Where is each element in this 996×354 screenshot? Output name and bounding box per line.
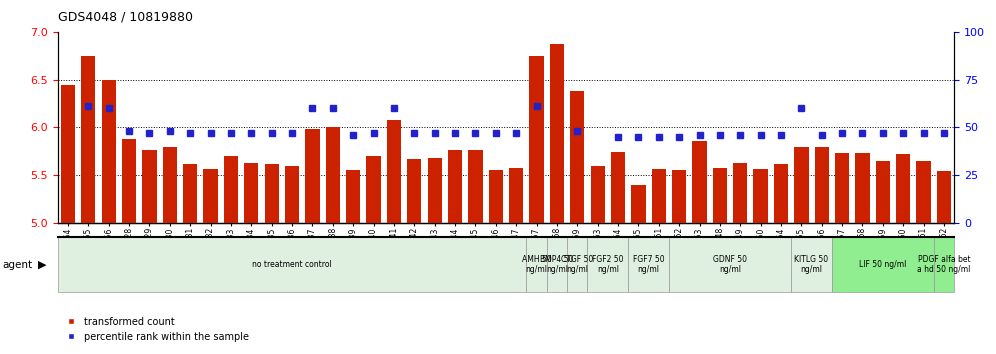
Bar xyxy=(526,237,547,292)
Bar xyxy=(754,170,768,223)
Bar xyxy=(509,167,523,223)
Bar xyxy=(856,153,870,223)
Bar xyxy=(896,154,910,223)
Bar xyxy=(102,80,116,223)
Text: CTGF 50
ng/ml: CTGF 50 ng/ml xyxy=(561,255,594,274)
Bar xyxy=(203,169,218,223)
Bar xyxy=(588,237,628,292)
Bar xyxy=(306,129,320,223)
Text: AMH 50
ng/ml: AMH 50 ng/ml xyxy=(522,255,552,274)
Bar xyxy=(570,91,585,223)
Bar xyxy=(937,171,951,223)
Bar xyxy=(794,147,809,223)
Bar xyxy=(774,164,788,223)
Text: agent: agent xyxy=(2,259,32,270)
Text: ▶: ▶ xyxy=(38,259,47,270)
Bar xyxy=(468,150,482,223)
Bar xyxy=(58,237,526,292)
Bar xyxy=(628,237,669,292)
Bar xyxy=(346,170,361,223)
Bar xyxy=(611,152,625,223)
Bar xyxy=(448,150,462,223)
Bar xyxy=(386,120,401,223)
Bar xyxy=(832,237,934,292)
Text: PDGF alfa bet
a hd 50 ng/ml: PDGF alfa bet a hd 50 ng/ml xyxy=(917,255,971,274)
Text: no treatment control: no treatment control xyxy=(252,260,332,269)
Bar xyxy=(265,164,279,223)
Bar xyxy=(122,139,136,223)
Text: KITLG 50
ng/ml: KITLG 50 ng/ml xyxy=(795,255,829,274)
Text: GDNF 50
ng/ml: GDNF 50 ng/ml xyxy=(713,255,747,274)
Bar xyxy=(567,237,588,292)
Bar xyxy=(550,44,564,223)
Bar xyxy=(934,237,954,292)
Bar xyxy=(162,147,177,223)
Bar xyxy=(692,141,706,223)
Bar xyxy=(916,161,930,223)
Bar xyxy=(530,56,544,223)
Bar xyxy=(407,159,421,223)
Bar xyxy=(367,156,380,223)
Bar xyxy=(791,237,832,292)
Bar xyxy=(489,170,503,223)
Bar xyxy=(733,163,747,223)
Bar xyxy=(183,164,197,223)
Bar xyxy=(285,166,299,223)
Text: BMP4 50
ng/ml: BMP4 50 ng/ml xyxy=(540,255,574,274)
Bar xyxy=(713,167,727,223)
Bar xyxy=(82,56,96,223)
Text: LIF 50 ng/ml: LIF 50 ng/ml xyxy=(860,260,906,269)
Bar xyxy=(61,85,75,223)
Bar xyxy=(669,237,791,292)
Bar xyxy=(326,127,340,223)
Text: GDS4048 / 10819880: GDS4048 / 10819880 xyxy=(58,11,193,24)
Bar xyxy=(835,153,850,223)
Bar xyxy=(651,170,666,223)
Bar xyxy=(631,185,645,223)
Bar xyxy=(591,166,605,223)
Text: FGF2 50
ng/ml: FGF2 50 ng/ml xyxy=(592,255,623,274)
Legend: transformed count, percentile rank within the sample: transformed count, percentile rank withi… xyxy=(63,313,253,346)
Text: FGF7 50
ng/ml: FGF7 50 ng/ml xyxy=(632,255,664,274)
Bar xyxy=(815,147,829,223)
Bar xyxy=(427,158,442,223)
Bar xyxy=(875,161,890,223)
Bar xyxy=(224,156,238,223)
Bar xyxy=(547,237,567,292)
Bar xyxy=(672,170,686,223)
Bar xyxy=(142,150,156,223)
Bar xyxy=(244,163,258,223)
